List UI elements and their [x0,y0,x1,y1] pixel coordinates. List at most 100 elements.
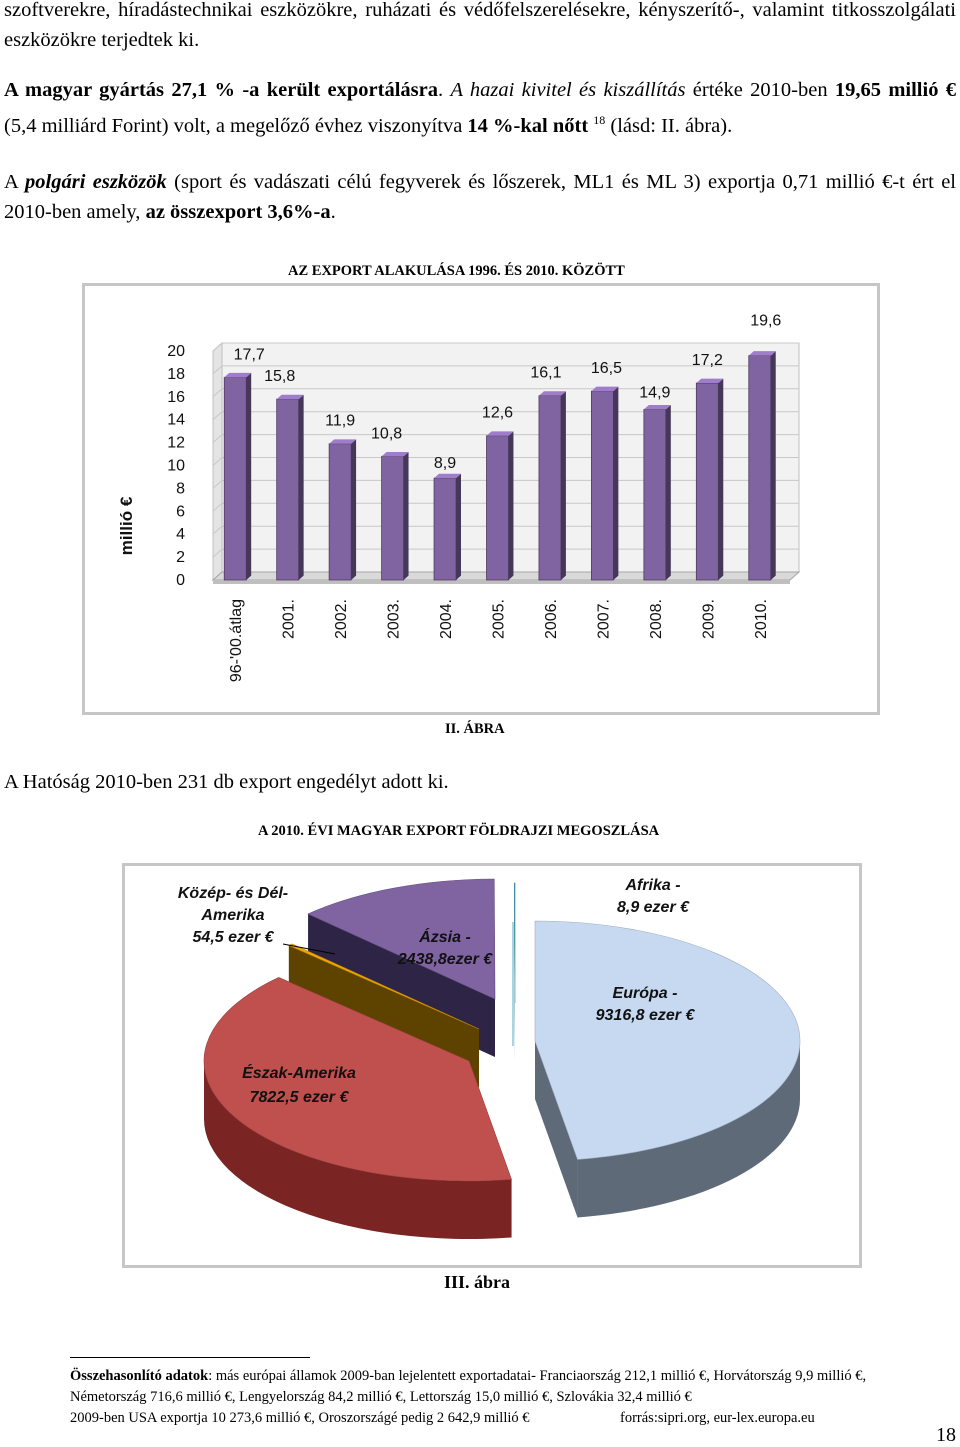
bar-side [613,386,619,580]
page-number: 18 [936,1424,956,1446]
slice-label-line: 7822,5 ezer € [250,1089,350,1106]
x-tick-label: 2007. [595,599,612,639]
chart-floor-edge [213,580,790,584]
bar [643,404,671,581]
data-label: 16,5 [591,360,622,377]
bar-top [486,431,514,436]
footnote-line: 2009-ben USA exportja 10 273,6 millió €,… [70,1408,950,1429]
y-tick-label: 16 [167,389,185,406]
text: . [330,201,336,223]
bar-side [456,473,461,580]
x-tick-label: 2001. [281,599,298,639]
bar [433,473,461,581]
bar-top [381,451,409,457]
data-label: 11,9 [325,413,355,430]
bar-front [328,443,352,581]
slice-label: Európa - 9316,8 ezer € [596,985,696,1024]
paragraph-licenses: A Hatóság 2010-ben 231 db export engedél… [4,771,449,793]
slice-label: Közép- és Dél- Amerika 54,5 ezer € [178,885,288,946]
bar-front [695,382,719,581]
text-bold: 19,65 millió € [834,79,957,101]
slice-label-line: 54,5 ezer € [193,929,275,946]
footnote-line: Összehasonlító adatok: más európai állam… [70,1366,950,1387]
y-tick-label: 4 [176,526,185,543]
y-tick-label: 14 [167,412,185,429]
slice-label-line: Amerika [200,907,264,924]
paragraph-civil-goods: A polgári eszközök (sport és vadászati c… [4,167,956,227]
bar-top [329,439,357,444]
text-bold: A magyar gyártás 27,1 % -a került export… [4,79,438,101]
x-tick-label: 96-'00.átlag [228,599,245,682]
x-tick-label: 2009. [700,599,717,639]
chart-caption: II. ÁBRA [445,721,505,737]
text: A [4,171,26,193]
pie-slice-top [307,878,496,1000]
bar-front [591,390,614,581]
x-tick-label: 2010. [753,599,770,639]
bar-side [718,378,724,580]
bar [748,351,776,581]
text: . [438,79,451,101]
slice-label-line: Ázsia - [418,927,471,946]
bar-side [298,394,304,580]
data-label: 16,1 [530,365,561,382]
bar-front [748,355,772,581]
pie-slice [513,882,516,1061]
pie-slice-side [577,1041,800,1218]
pie-chart: Európa - 9316,8 ezer € Észak-Amerika 7822,5… [178,877,801,1239]
slice-label: Észak-Amerika 7822,5 ezer € [242,1063,356,1106]
data-label: 8,9 [434,455,456,472]
data-label: 17,7 [234,346,265,363]
bar [381,451,409,581]
slice-label-line: 8,9 ezer € [617,899,690,916]
text-bold: 14 %-kal nőtt [467,114,589,137]
data-label: 15,8 [264,368,295,385]
pie-slice [534,920,801,1218]
y-tick-label: 20 [167,343,185,360]
y-tick-label: 10 [167,458,185,475]
bar-top [748,351,776,356]
bar [591,386,619,581]
x-tick-label: 2008. [648,599,665,639]
pie-slice [203,977,512,1239]
slice-label-line: 2438,8ezer € [397,951,493,968]
y-tick-label: 8 [176,480,185,497]
slice-label-line: Közép- és Dél- [178,885,288,902]
bar-top [643,404,671,410]
bar-front [538,395,562,581]
slice-label-line: Afrika - [624,877,680,894]
y-tick-label: 0 [176,572,185,589]
text: (5,4 milliárd Forint) volt, a megelőző é… [4,114,468,137]
bar [695,378,724,581]
bar-side [560,391,566,580]
slice-label-line: Európa - [613,985,678,1002]
bar-side [665,404,671,580]
pie-slice-top [513,882,516,1004]
bar-chart: 0 2 4 6 8 10 12 14 16 18 20 millió € 17,7 96-'00.átla… [117,313,801,682]
bar-top [224,372,252,378]
text: : más európai államok 2009-ban lejelente… [208,1368,867,1384]
bar [276,394,304,581]
bar-front [276,398,300,581]
footnote-source: forrás:sipri.org, eur-lex.europa.eu [620,1410,815,1426]
gridline [212,342,799,352]
data-label: 12,6 [482,405,513,422]
bar-front [223,376,247,581]
bar [223,372,252,581]
footnote-line: Németország 716,6 millió €, Lengyelorszá… [70,1389,692,1405]
footnote-separator [70,1357,310,1358]
bar-side [508,431,514,580]
bar-chart-container: 0 2 4 6 8 10 12 14 16 18 20 millió € 17,7 96-'00.átla… [82,283,880,715]
data-label: 10,8 [371,425,402,442]
slice-label-line: Észak-Amerika [242,1063,356,1082]
x-tick-label: 2003. [386,599,403,639]
y-axis-label: millió € [117,496,136,555]
bar [328,439,357,581]
gridline [212,365,799,375]
bar-top [591,386,619,392]
bar-side [351,439,357,580]
text-bold: az összexport 3,6%-a [145,201,331,223]
text: értéke 2010-ben [685,79,835,101]
x-tick-label: 2005. [491,599,508,639]
text-bold-italic: polgári eszközök [25,171,167,193]
